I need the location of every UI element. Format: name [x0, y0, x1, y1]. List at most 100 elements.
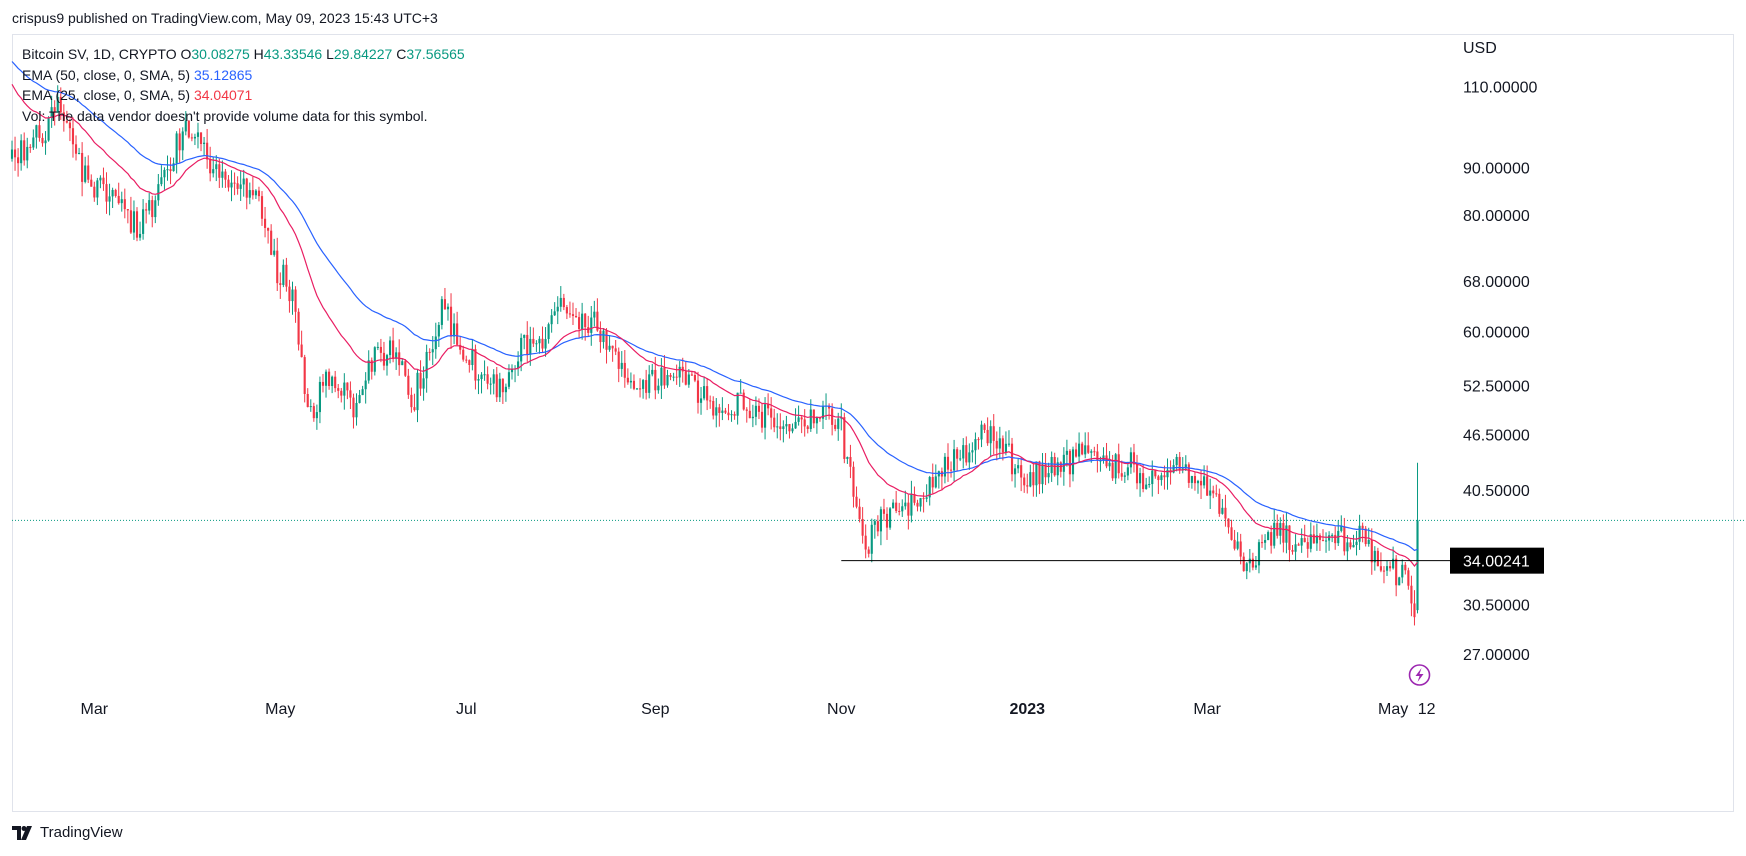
candle: [468, 359, 471, 373]
candle: [645, 369, 648, 400]
candle: [142, 199, 145, 240]
candle: [745, 407, 748, 423]
candle: [1105, 442, 1108, 469]
candle: [498, 372, 501, 402]
candle: [596, 298, 599, 332]
candle: [834, 419, 837, 432]
candle: [303, 354, 306, 403]
candle: [684, 361, 687, 386]
candle: [1212, 485, 1215, 499]
candle: [1276, 514, 1279, 539]
candle: [1041, 453, 1044, 494]
candle: [138, 221, 142, 241]
candle: [562, 293, 565, 311]
candle: [760, 403, 764, 433]
candle: [1084, 432, 1087, 459]
candle: [178, 128, 181, 163]
candle: [788, 423, 791, 439]
candle: [520, 333, 523, 372]
candle: [407, 368, 410, 399]
y-tick-label: 68.00000: [1463, 274, 1530, 291]
x-tick-label: Nov: [827, 701, 855, 718]
candle: [1227, 518, 1230, 534]
candle: [599, 321, 602, 353]
candle: [965, 436, 968, 466]
candle: [187, 120, 190, 139]
candle: [1279, 517, 1282, 545]
candle: [315, 404, 318, 430]
candle: [1017, 458, 1020, 474]
candle: [1023, 473, 1026, 493]
candle: [1254, 556, 1257, 570]
y-tick-label: 80.00000: [1463, 208, 1530, 225]
candle: [574, 308, 578, 318]
candle: [1154, 469, 1157, 479]
ema50-value: 35.12865: [193, 66, 253, 83]
candle: [1044, 453, 1047, 486]
candle: [29, 144, 32, 153]
candle: [593, 300, 596, 327]
candle: [87, 155, 90, 184]
candle: [78, 147, 81, 155]
candle: [584, 313, 587, 341]
tradingview-brand: TradingView: [40, 824, 123, 841]
candle: [196, 122, 200, 149]
candle: [864, 524, 867, 559]
candle: [523, 334, 526, 350]
candle: [776, 413, 779, 439]
candle: [1102, 447, 1105, 464]
candle: [504, 383, 507, 402]
candle: [312, 402, 315, 422]
legend-ema25-row[interactable]: EMA (25, close, 0, SMA, 5) 34.04071: [22, 85, 465, 106]
legend-volume-row: Vol: The data vendor doesn't provide vol…: [22, 106, 465, 127]
candle: [669, 373, 672, 381]
candle: [297, 308, 300, 351]
candle: [977, 437, 980, 450]
candle: [428, 348, 431, 361]
candle: [657, 378, 660, 394]
candle: [617, 347, 620, 383]
flash-icon[interactable]: [1408, 664, 1431, 686]
candle: [1056, 457, 1059, 486]
candle: [1129, 447, 1132, 474]
candle: [907, 494, 910, 530]
candle: [1413, 590, 1416, 626]
candle: [1401, 559, 1404, 584]
candle: [1245, 562, 1248, 580]
candle: [1050, 451, 1053, 482]
publisher-header: crispus9 published on TradingView.com, M…: [12, 10, 438, 26]
candle: [1020, 457, 1023, 492]
chart-legend: Bitcoin SV, 1D, CRYPTO O30.08275 H43.335…: [22, 44, 465, 126]
candle: [1236, 532, 1239, 551]
candle: [370, 357, 373, 380]
candle: [382, 341, 386, 371]
candle: [53, 100, 56, 126]
candle: [1099, 456, 1102, 472]
candle: [44, 131, 47, 155]
candle: [663, 355, 666, 389]
candle: [1087, 432, 1090, 454]
candle: [727, 404, 730, 421]
candle: [190, 133, 193, 142]
chart-frame[interactable]: [12, 34, 1734, 812]
candle: [239, 170, 242, 202]
candle: [632, 374, 636, 391]
candle: [1142, 463, 1145, 493]
y-tick-label: 110.00000: [1463, 80, 1538, 97]
candle: [71, 117, 75, 158]
candle: [1145, 477, 1148, 490]
candle: [980, 420, 983, 448]
candle: [852, 461, 855, 508]
volume-note: Vol: The data vendor doesn't provide vol…: [22, 107, 428, 124]
candle: [1294, 534, 1297, 561]
legend-ema50-row[interactable]: EMA (50, close, 0, SMA, 5) 35.12865: [22, 65, 465, 86]
candle: [209, 146, 212, 182]
support-line-layer: 34.00241: [841, 547, 1544, 574]
candle: [571, 302, 575, 325]
candle: [242, 169, 245, 197]
candle: [953, 439, 956, 482]
legend-symbol-row[interactable]: Bitcoin SV, 1D, CRYPTO O30.08275 H43.335…: [22, 44, 465, 65]
candle: [925, 484, 928, 503]
tradingview-logo[interactable]: TradingView: [12, 824, 123, 841]
